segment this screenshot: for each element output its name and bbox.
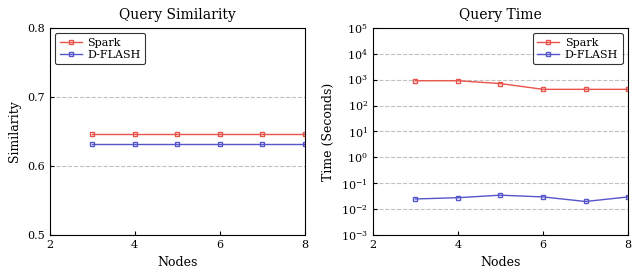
X-axis label: Nodes: Nodes: [157, 256, 197, 269]
Line: D-FLASH: D-FLASH: [90, 142, 307, 146]
Spark: [301, 133, 308, 136]
D-FLASH: [497, 194, 504, 197]
Spark: [259, 133, 266, 136]
Spark: [412, 79, 419, 83]
Title: Query Time: Query Time: [459, 8, 542, 22]
Spark: [131, 133, 138, 136]
Line: D-FLASH: D-FLASH: [413, 193, 630, 204]
X-axis label: Nodes: Nodes: [480, 256, 521, 269]
Title: Query Similarity: Query Similarity: [119, 8, 236, 22]
D-FLASH: [173, 142, 181, 146]
Line: Spark: Spark: [90, 132, 307, 137]
D-FLASH: [259, 142, 266, 146]
Spark: [216, 133, 223, 136]
D-FLASH: [216, 142, 223, 146]
D-FLASH: [131, 142, 138, 146]
D-FLASH: [624, 195, 632, 199]
Spark: [497, 82, 504, 85]
D-FLASH: [88, 142, 96, 146]
Spark: [454, 79, 461, 83]
Spark: [539, 88, 547, 91]
Legend: Spark, D-FLASH: Spark, D-FLASH: [532, 33, 623, 64]
D-FLASH: [454, 196, 461, 199]
D-FLASH: [412, 197, 419, 201]
Spark: [88, 133, 96, 136]
Spark: [624, 88, 632, 91]
Line: Spark: Spark: [413, 78, 630, 92]
Spark: [173, 133, 181, 136]
Y-axis label: Time (Seconds): Time (Seconds): [322, 82, 335, 181]
D-FLASH: [582, 200, 589, 203]
D-FLASH: [301, 142, 308, 146]
Legend: Spark, D-FLASH: Spark, D-FLASH: [55, 33, 145, 64]
D-FLASH: [539, 195, 547, 199]
Y-axis label: Similarity: Similarity: [8, 101, 21, 162]
Spark: [582, 88, 589, 91]
